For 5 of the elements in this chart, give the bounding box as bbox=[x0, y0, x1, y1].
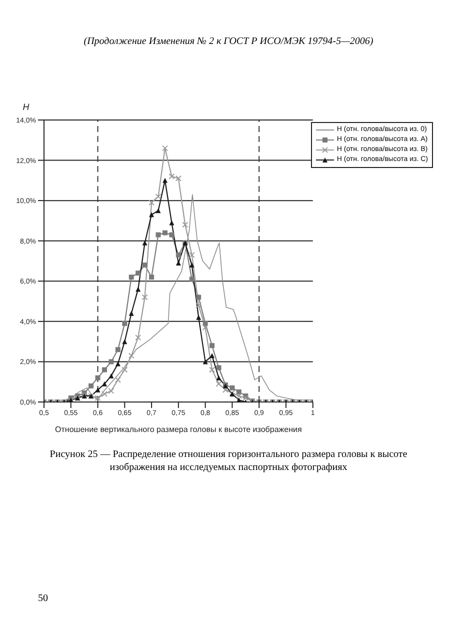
y-axis-title: H bbox=[22, 102, 30, 112]
text: (Продолжение Изменения № 2 к ГОСТ Р ИСО/МЭК 19794-5—2006) bbox=[82, 36, 374, 47]
x-axis-title: Отношение вертикального размера головы к высоте изображения bbox=[55, 425, 302, 434]
text: Рисунок 25 — Распределение отношения горизонтального размера головы к высоте изображения на исследуемых паспортных фотографиях bbox=[48, 448, 408, 474]
text: 50 bbox=[38, 593, 48, 604]
